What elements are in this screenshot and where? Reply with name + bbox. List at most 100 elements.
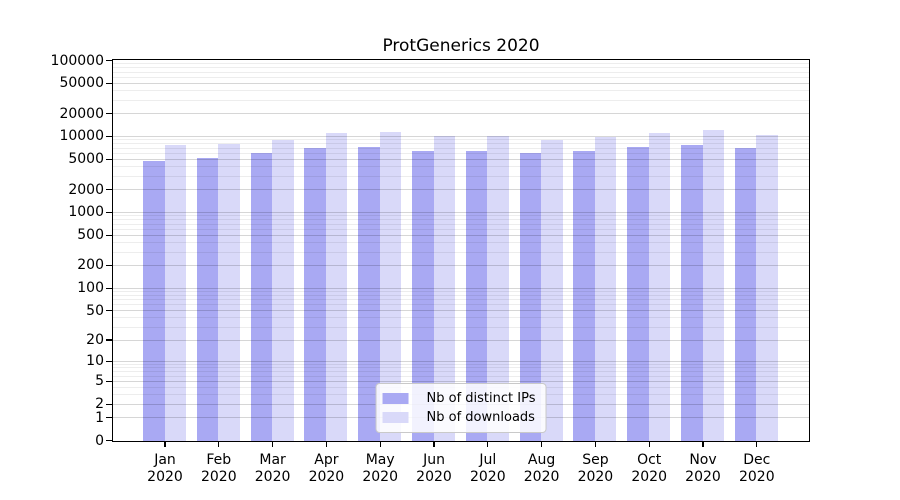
x-tick-label-may: May 2020 bbox=[362, 451, 398, 486]
y-gridline-major-200 bbox=[113, 264, 809, 266]
y-gridline-major-20000 bbox=[113, 113, 809, 115]
y-gridline-minor-600 bbox=[113, 228, 809, 230]
bar-sep-ips bbox=[573, 150, 595, 441]
bar-may-downloads bbox=[379, 132, 402, 441]
y-gridline-minor-80000 bbox=[113, 67, 809, 69]
x-tick-label-apr: Apr 2020 bbox=[308, 451, 345, 486]
legend-swatch-downloads bbox=[382, 412, 409, 423]
x-tick-mark-jan bbox=[164, 442, 166, 447]
x-tick-mark-apr bbox=[325, 442, 328, 447]
y-tick-label-1: 1 bbox=[95, 409, 104, 426]
legend-swatch-distinct-ips bbox=[382, 393, 409, 404]
y-tick-mark-0 bbox=[105, 439, 112, 442]
y-tick-label-2: 2 bbox=[95, 396, 104, 413]
x-tick-mark-sep bbox=[594, 442, 597, 447]
y-gridline-major-500 bbox=[113, 234, 809, 236]
y-gridline-minor-400 bbox=[113, 242, 809, 244]
y-tick-label-10000: 10000 bbox=[59, 128, 104, 145]
bar-aug-downloads bbox=[541, 140, 563, 441]
y-tick-mark-20 bbox=[105, 339, 112, 341]
x-tick-mark-aug bbox=[540, 442, 543, 447]
chart-title: ProtGenerics 2020 bbox=[382, 36, 540, 56]
y-tick-label-10: 10 bbox=[86, 353, 104, 370]
y-gridline-major-50 bbox=[113, 310, 809, 312]
y-gridline-minor-90000 bbox=[113, 63, 809, 65]
x-tick-label-feb: Feb 2020 bbox=[200, 451, 237, 486]
y-gridline-minor-30000 bbox=[113, 99, 809, 101]
legend-item-downloads: Nb of downloads bbox=[382, 408, 536, 427]
x-tick-mark-dec bbox=[756, 442, 758, 447]
y-gridline-minor-70000 bbox=[113, 71, 809, 73]
bar-may-ips bbox=[358, 147, 380, 441]
y-gridline-major-10000 bbox=[113, 135, 809, 137]
y-gridline-major-10 bbox=[113, 360, 809, 362]
x-tick-label-nov: Nov 2020 bbox=[685, 451, 721, 486]
plot-inner: Nb of distinct IPs Nb of downloads bbox=[113, 60, 809, 441]
y-tick-mark-50 bbox=[105, 310, 112, 312]
y-tick-label-1000: 1000 bbox=[68, 204, 104, 221]
y-gridline-minor-700 bbox=[113, 223, 809, 225]
y-gridline-minor-9000 bbox=[113, 139, 809, 141]
legend-label-distinct-ips: Nb of distinct IPs bbox=[426, 391, 536, 406]
y-tick-label-200: 200 bbox=[77, 257, 104, 274]
y-tick-label-5: 5 bbox=[95, 373, 104, 390]
bar-dec-downloads bbox=[756, 135, 778, 441]
y-tick-mark-200 bbox=[105, 264, 112, 267]
y-gridline-minor-30 bbox=[113, 326, 809, 328]
y-gridline-minor-3000 bbox=[113, 175, 809, 177]
y-gridline-minor-4000 bbox=[113, 166, 809, 168]
y-gridline-major-5000 bbox=[113, 158, 809, 160]
y-tick-label-20000: 20000 bbox=[59, 105, 104, 122]
y-gridline-minor-7000 bbox=[113, 147, 809, 149]
y-tick-label-500: 500 bbox=[77, 227, 104, 244]
y-tick-label-2000: 2000 bbox=[68, 181, 104, 198]
y-gridline-minor-6000 bbox=[113, 152, 809, 154]
y-gridline-minor-80 bbox=[113, 294, 809, 296]
bar-mar-ips bbox=[250, 153, 273, 441]
y-tick-label-20: 20 bbox=[86, 332, 104, 348]
y-tick-mark-100000 bbox=[105, 59, 112, 62]
y-tick-mark-5000 bbox=[105, 158, 112, 161]
bar-jan-downloads bbox=[164, 145, 186, 441]
legend-item-distinct-ips: Nb of distinct IPs bbox=[382, 389, 536, 408]
bar-jan-ips bbox=[143, 160, 165, 441]
y-gridline-minor-300 bbox=[113, 251, 809, 253]
y-gridline-major-5 bbox=[113, 380, 809, 382]
y-tick-mark-20000 bbox=[105, 112, 112, 115]
x-tick-mark-nov bbox=[702, 442, 704, 447]
x-tick-mark-jun bbox=[433, 442, 435, 447]
bar-feb-ips bbox=[196, 157, 219, 441]
y-gridline-minor-9 bbox=[113, 364, 809, 365]
y-tick-mark-1 bbox=[105, 416, 112, 419]
bar-oct-downloads bbox=[648, 132, 671, 441]
x-tick-label-jan: Jan 2020 bbox=[147, 451, 183, 486]
y-tick-mark-10000 bbox=[105, 135, 112, 138]
y-tick-mark-1000 bbox=[105, 211, 112, 214]
bar-jul-downloads bbox=[487, 136, 509, 441]
y-gridline-minor-70 bbox=[113, 299, 809, 301]
y-gridline-minor-800 bbox=[113, 219, 809, 221]
y-gridline-minor-90 bbox=[113, 291, 809, 293]
x-tick-label-jul: Jul 2020 bbox=[469, 451, 506, 486]
y-tick-mark-500 bbox=[105, 234, 112, 236]
y-tick-label-5000: 5000 bbox=[68, 151, 104, 168]
x-tick-mark-oct bbox=[648, 442, 650, 447]
bar-oct-ips bbox=[627, 146, 649, 441]
x-tick-mark-mar bbox=[271, 442, 274, 447]
y-tick-mark-50000 bbox=[105, 82, 112, 85]
x-tick-label-dec: Dec 2020 bbox=[738, 451, 775, 486]
y-gridline-minor-8 bbox=[113, 367, 809, 369]
bar-feb-downloads bbox=[218, 143, 240, 441]
y-gridline-major-1000 bbox=[113, 211, 809, 213]
y-tick-mark-5 bbox=[105, 380, 112, 382]
y-gridline-minor-900 bbox=[113, 215, 809, 217]
y-gridline-major-20 bbox=[113, 339, 809, 341]
legend: Nb of distinct IPs Nb of downloads bbox=[375, 383, 547, 433]
y-tick-mark-2000 bbox=[105, 188, 112, 191]
bar-mar-downloads bbox=[272, 140, 294, 441]
x-tick-mark-feb bbox=[218, 442, 220, 447]
y-gridline-minor-8000 bbox=[113, 143, 809, 145]
x-tick-label-aug: Aug 2020 bbox=[523, 451, 560, 486]
x-tick-mark-may bbox=[379, 442, 381, 447]
y-gridline-minor-40 bbox=[113, 317, 809, 319]
